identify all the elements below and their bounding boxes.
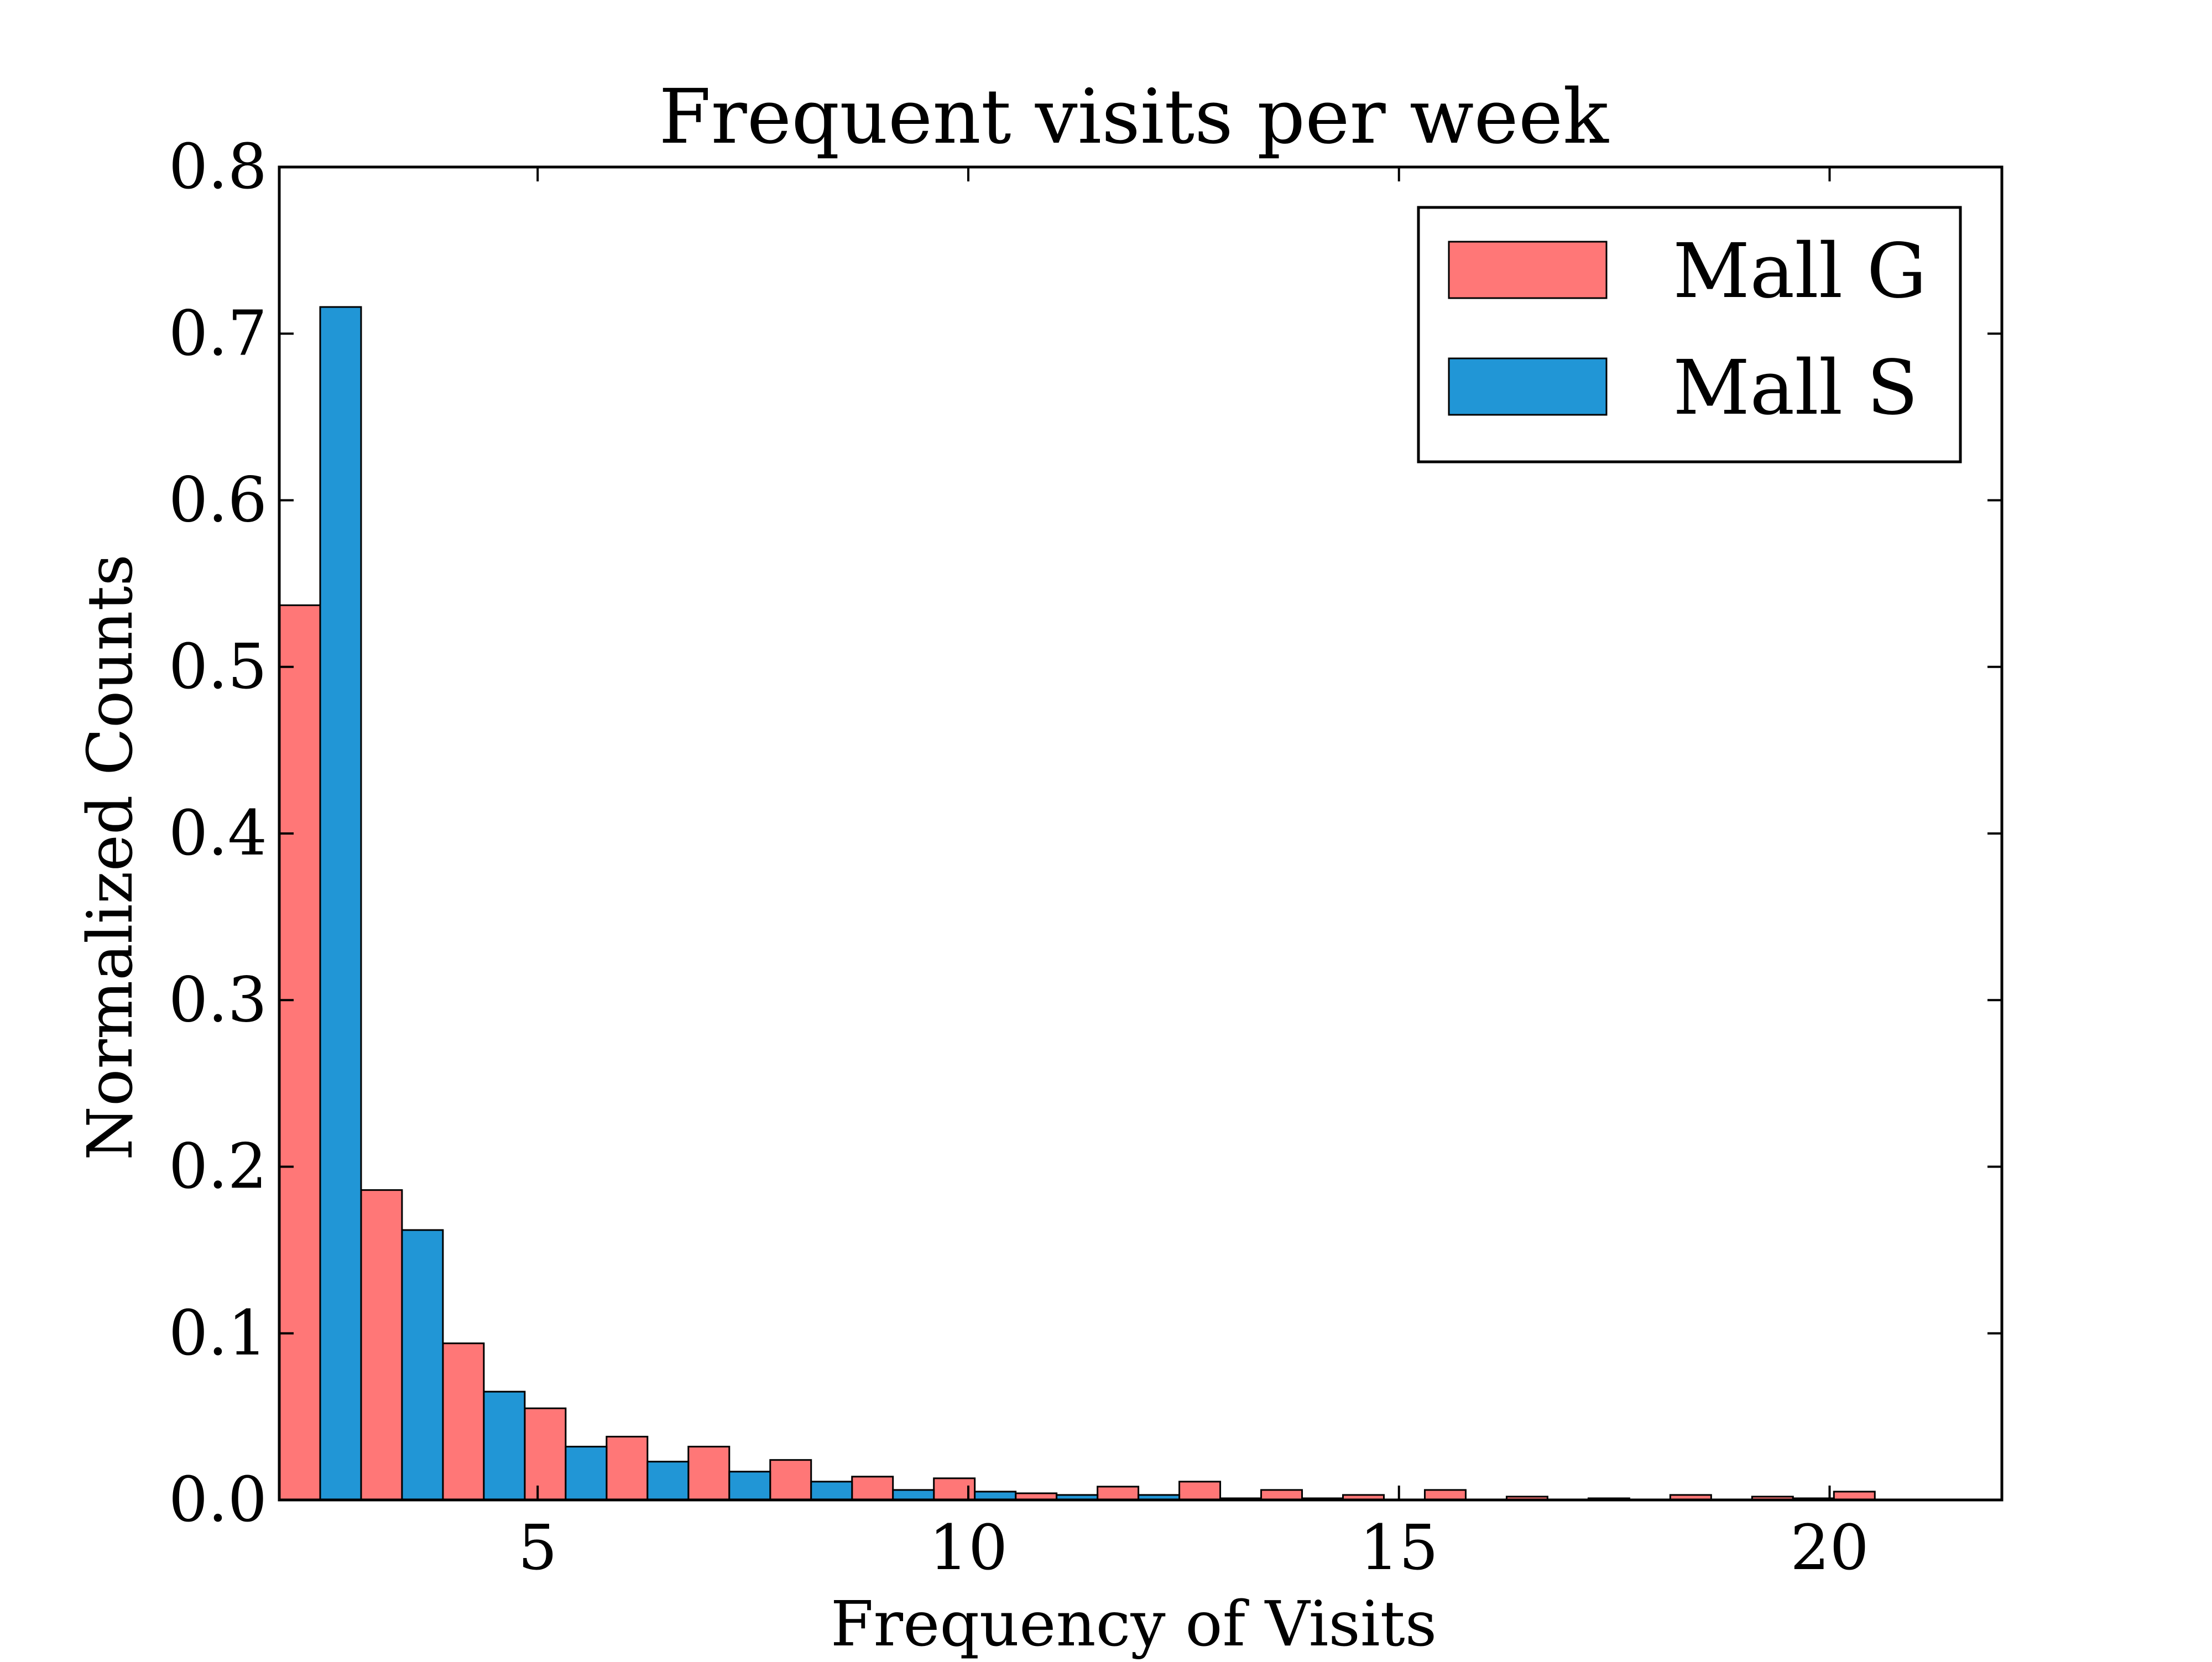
- legend-swatch-mall-g: [1448, 241, 1608, 299]
- bar-mall-g-1: [278, 604, 321, 1501]
- chart-title: Frequent visits per week: [659, 74, 1609, 161]
- x-axis-label: Frequency of Visits: [831, 1588, 1437, 1659]
- bar-mall-g-4: [524, 1407, 567, 1501]
- bars-layer: [278, 306, 1876, 1501]
- bar-mall-g-15: [1423, 1489, 1467, 1501]
- ticks-layer: 0.0 0.1 0.2 0.3 0.4 0.5 0.6 0.7 0.8 5 10 15 20: [169, 131, 2002, 1584]
- y-tick-label: 0.7: [169, 298, 267, 369]
- y-tick-label: 0.8: [169, 131, 267, 203]
- bar-mall-s-3: [483, 1390, 526, 1501]
- bar-mall-s-8: [892, 1489, 935, 1501]
- bar-mall-g-3: [442, 1342, 485, 1501]
- x-tick-label: 15: [1359, 1512, 1438, 1584]
- legend-label-mall-g: Mall G: [1673, 228, 1927, 315]
- bar-mall-g-12: [1178, 1481, 1222, 1501]
- y-tick-label: 0.2: [169, 1131, 267, 1203]
- legend: Mall G Mall S: [1417, 206, 1962, 463]
- bar-mall-g-5: [606, 1436, 649, 1501]
- legend-label-mall-s: Mall S: [1673, 345, 1918, 432]
- y-axis-label: Normalized Counts: [75, 554, 147, 1160]
- bar-mall-s-2: [401, 1229, 444, 1501]
- bar-mall-g-2: [360, 1189, 403, 1501]
- x-tick-label: 5: [518, 1512, 557, 1584]
- bar-mall-g-13: [1260, 1489, 1303, 1501]
- x-tick-label: 20: [1790, 1512, 1869, 1584]
- legend-swatch-mall-s: [1448, 357, 1608, 416]
- bar-mall-g-6: [687, 1446, 731, 1501]
- x-tick-label: 10: [929, 1512, 1008, 1584]
- bar-mall-s-1: [319, 306, 362, 1501]
- y-tick-label: 0.5: [169, 631, 267, 703]
- y-tick-label: 0.0: [169, 1464, 267, 1536]
- y-tick-label: 0.3: [169, 964, 267, 1036]
- y-tick-label: 0.6: [169, 465, 267, 536]
- bar-mall-s-7: [810, 1481, 853, 1501]
- bar-mall-s-4: [565, 1446, 608, 1501]
- bar-mall-g-8: [851, 1476, 894, 1501]
- bar-mall-g-11: [1097, 1486, 1140, 1501]
- plot-frame: [278, 165, 2004, 1502]
- bar-mall-g-7: [769, 1459, 812, 1501]
- bar-mall-s-5: [646, 1461, 690, 1501]
- bar-mall-s-6: [728, 1471, 771, 1501]
- y-tick-label: 0.1: [169, 1298, 267, 1369]
- y-tick-label: 0.4: [169, 798, 267, 869]
